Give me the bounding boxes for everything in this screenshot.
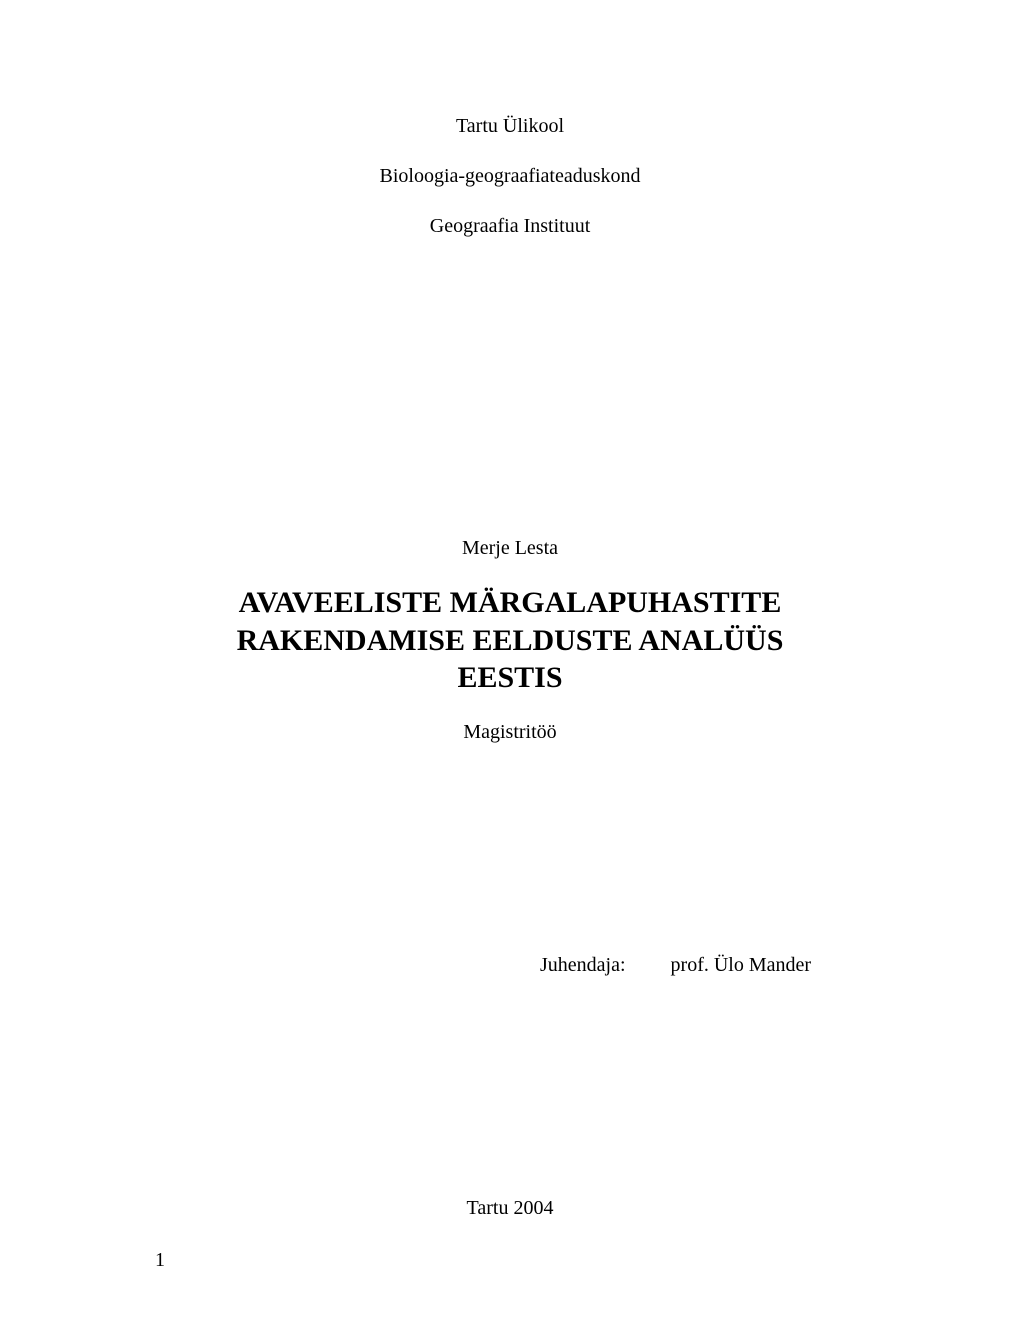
title-line-2: RAKENDAMISE EELDUSTE ANALÜÜS [237,624,784,657]
university-name: Tartu Ülikool [120,110,900,142]
supervisor-label: Juhendaja: [540,954,626,977]
page-number: 1 [155,1249,165,1272]
supervisor-block: Juhendaja: prof. Ülo Mander [120,954,900,977]
footer-block: Tartu 2004 [0,1197,1020,1220]
supervisor-line: Juhendaja: prof. Ülo Mander [540,954,900,977]
author-block: Merje Lesta [120,537,900,560]
title-page: Tartu Ülikool Bioloogia-geograafiateadus… [0,0,1020,1320]
header-block: Tartu Ülikool Bioloogia-geograafiateadus… [120,110,900,242]
thesis-title: AVAVEELISTE MÄRGALAPUHASTITE RAKENDAMISE… [120,584,900,697]
supervisor-name: prof. Ülo Mander [671,954,812,976]
thesis-type: Magistritöö [120,721,900,744]
author-name: Merje Lesta [120,537,900,560]
place-year: Tartu 2004 [0,1197,1020,1220]
faculty-name: Bioloogia-geograafiateaduskond [120,160,900,192]
institute-name: Geograafia Instituut [120,210,900,242]
title-block: AVAVEELISTE MÄRGALAPUHASTITE RAKENDAMISE… [120,584,900,744]
title-line-3: EESTIS [457,661,562,694]
title-line-1: AVAVEELISTE MÄRGALAPUHASTITE [239,586,782,619]
